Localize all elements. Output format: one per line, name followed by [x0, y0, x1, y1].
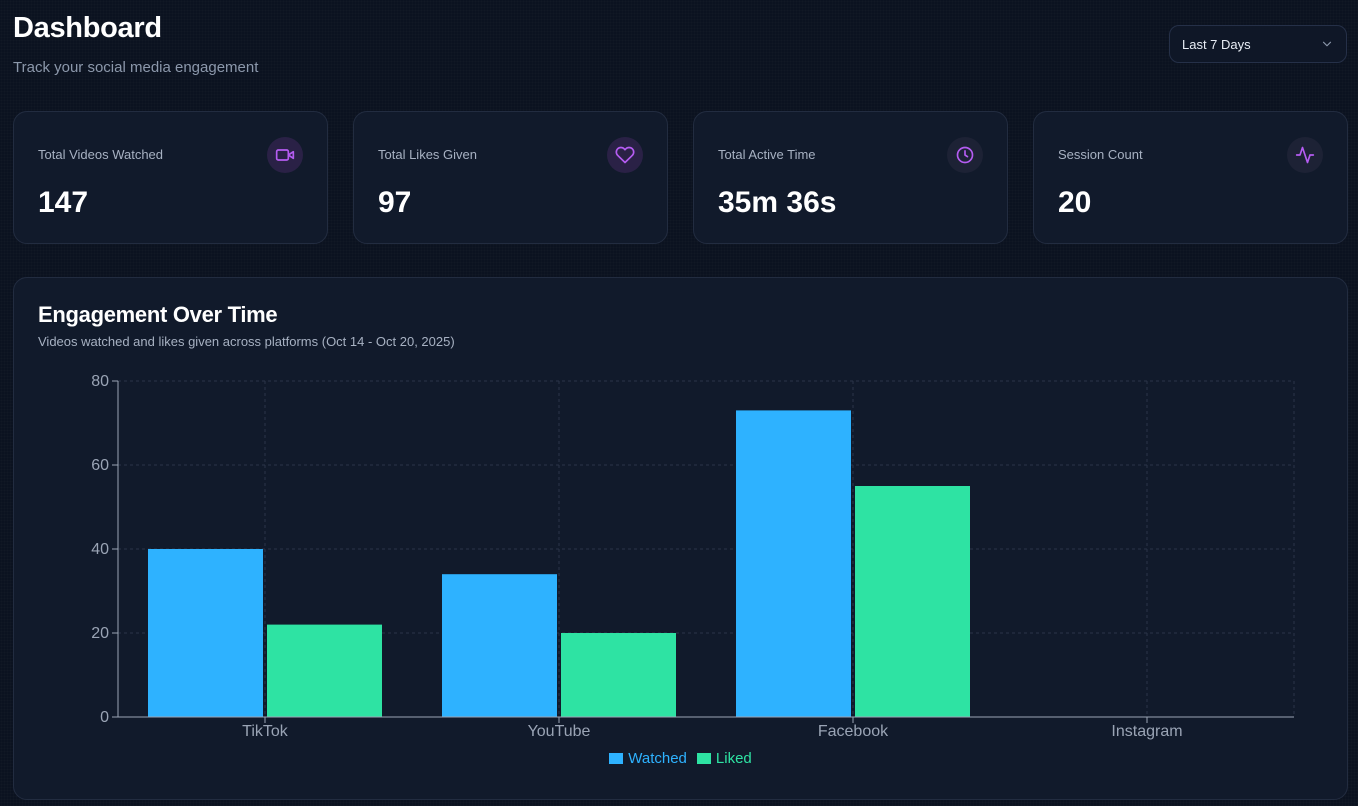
heart-icon — [615, 146, 635, 164]
chart-legend: Watched Liked — [14, 750, 1347, 767]
legend-item-liked[interactable]: Liked — [696, 750, 752, 767]
legend-label: Watched — [628, 750, 687, 767]
engagement-bar-chart: TikTok YouTube Facebook Instagram 0 20 40 60 80 — [91, 373, 1295, 740]
chart-subtitle: Videos watched and likes given across pl… — [38, 334, 455, 349]
stat-value: 97 — [378, 186, 412, 219]
legend-label: Liked — [715, 750, 752, 767]
y-tick-label: 0 — [100, 709, 109, 726]
y-tick-label: 20 — [91, 625, 109, 642]
stat-label: Total Likes Given — [378, 147, 477, 162]
x-tick-label: TikTok — [242, 723, 289, 740]
y-tick-label: 60 — [91, 457, 109, 474]
page-subtitle: Track your social media engagement — [13, 59, 259, 76]
stat-icon-badge — [947, 137, 983, 173]
stat-value: 147 — [38, 186, 89, 219]
chart-title: Engagement Over Time — [38, 302, 278, 327]
stat-icon-badge — [267, 137, 303, 173]
x-tick-label: Instagram — [1111, 723, 1182, 740]
x-tick-label: YouTube — [528, 723, 591, 740]
bar-liked — [561, 633, 676, 717]
activity-icon — [1295, 146, 1315, 164]
x-tick-label: Facebook — [818, 723, 889, 740]
y-tick-label: 80 — [91, 373, 109, 390]
stat-label: Total Active Time — [718, 147, 816, 162]
stat-value: 35m 36s — [718, 186, 837, 219]
bar-watched — [736, 410, 851, 717]
stat-card-likes-given: Total Likes Given 97 — [353, 111, 668, 244]
engagement-chart-card: Engagement Over Time Videos watched and … — [13, 277, 1348, 800]
bar-watched — [442, 574, 557, 717]
legend-swatch — [696, 753, 711, 764]
stat-value: 20 — [1058, 186, 1092, 219]
bar-liked — [855, 486, 970, 717]
stat-card-videos-watched: Total Videos Watched 147 — [13, 111, 328, 244]
stat-icon-badge — [1287, 137, 1323, 173]
y-tick-label: 40 — [91, 541, 109, 558]
legend-swatch — [609, 753, 624, 764]
stat-label: Total Videos Watched — [38, 147, 164, 162]
stat-card-active-time: Total Active Time 35m 36s — [693, 111, 1008, 244]
video-icon — [275, 149, 295, 161]
date-range-select[interactable]: Last 7 Days — [1169, 25, 1347, 63]
stat-label: Session Count — [1058, 147, 1143, 162]
chevron-down-icon — [1322, 41, 1332, 47]
stat-icon-badge — [607, 137, 643, 173]
legend-item-watched[interactable]: Watched — [609, 750, 687, 767]
page-title: Dashboard — [13, 12, 162, 44]
clock-icon — [956, 146, 974, 164]
bar-watched — [148, 549, 263, 717]
stat-card-session-count: Session Count 20 — [1033, 111, 1348, 244]
bar-liked — [267, 624, 382, 717]
date-range-value: Last 7 Days — [1182, 36, 1251, 52]
